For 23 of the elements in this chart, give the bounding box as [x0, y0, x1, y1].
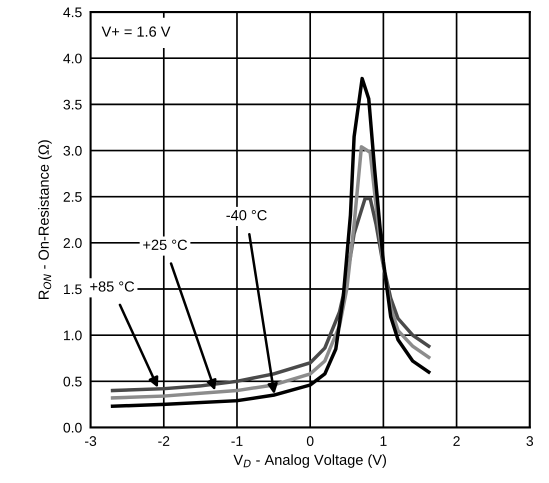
annotation: -40 °C [226, 210, 267, 220]
y-tick-label: 3.0 [63, 146, 82, 156]
y-tick-label: 4.0 [63, 54, 82, 64]
y-tick-label: 3.5 [63, 100, 82, 110]
x-axis-title: V$_{D}$ - Analog Voltage (V) [233, 454, 386, 468]
annotation: V+ = 1.6 V [102, 26, 170, 37]
y-tick-label: 1.0 [64, 330, 82, 340]
y-tick-label: 4.5 [63, 8, 82, 18]
y-tick-label: 2.5 [64, 192, 82, 202]
x-tick-label: -2 [158, 436, 170, 446]
x-tick-label: -3 [85, 436, 96, 446]
y-tick-label: 0.0 [63, 422, 82, 433]
y-tick-label: 0.5 [63, 376, 82, 386]
x-tick-label: 1 [380, 436, 387, 446]
x-tick-label: 0 [306, 436, 314, 446]
y-tick-label: 1.5 [64, 284, 82, 294]
x-tick-label: 3 [526, 436, 534, 446]
annotation: +85 °C [90, 281, 134, 292]
annotation: +25 °C [143, 240, 188, 250]
y-axis-title: R$_{ON}$ - On-Resistance (Ω) [38, 140, 52, 299]
x-tick-label: -1 [231, 436, 242, 446]
y-tick-label: 2.0 [64, 238, 82, 248]
x-tick-label: 2 [453, 436, 460, 446]
